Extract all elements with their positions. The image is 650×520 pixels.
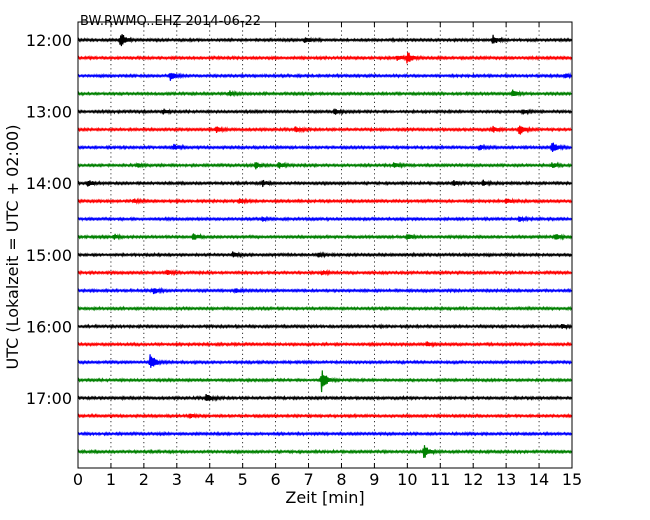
x-tick-label: 13 — [496, 470, 516, 489]
trace-1330 — [77, 142, 573, 153]
x-axis-label: Zeit [min] — [285, 488, 364, 507]
x-tick-label: 1 — [106, 470, 116, 489]
trace-1615 — [77, 341, 573, 349]
trace-1530 — [77, 286, 573, 295]
y-tick-label: 15:00 — [26, 246, 72, 265]
trace-1645 — [77, 370, 573, 393]
chart-title: BW.RWMO..EHZ 2014-06-22 — [80, 14, 261, 29]
x-tick-label: 15 — [562, 470, 582, 489]
trace-1315 — [77, 125, 572, 135]
trace-1700 — [77, 394, 573, 402]
x-tick-label: 8 — [336, 470, 346, 489]
trace-1245 — [77, 89, 572, 98]
x-tick-label: 14 — [529, 470, 549, 489]
trace-1230 — [77, 72, 573, 81]
x-tick-label: 0 — [73, 470, 83, 489]
y-tick-label: 12:00 — [26, 31, 72, 50]
trace-1415 — [77, 197, 573, 205]
trace-1200 — [77, 34, 573, 47]
trace-1430 — [77, 215, 573, 223]
y-tick-label: 13:00 — [26, 103, 72, 122]
x-tick-label: 12 — [463, 470, 483, 489]
trace-1345 — [77, 161, 573, 170]
plot-frame — [77, 21, 573, 469]
trace-1545 — [77, 305, 573, 312]
trace-1300 — [77, 108, 573, 116]
grid-lines — [110, 22, 540, 468]
trace-1500 — [77, 251, 573, 259]
trace-1745 — [77, 445, 573, 459]
x-tick-label: 9 — [369, 470, 379, 489]
x-tick-label: 6 — [271, 470, 281, 489]
x-tick-label: 3 — [172, 470, 182, 489]
trace-1730 — [77, 430, 573, 437]
x-tick-label: 4 — [205, 470, 215, 489]
y-tick-label: 16:00 — [26, 317, 72, 336]
x-tick-label: 10 — [397, 470, 417, 489]
seismic-traces — [77, 34, 573, 459]
trace-1515 — [77, 268, 573, 277]
trace-1715 — [77, 412, 573, 419]
x-tick-label: 2 — [139, 470, 149, 489]
y-tick-label: 17:00 — [26, 389, 72, 408]
y-tick-label: 14:00 — [26, 174, 72, 193]
trace-1600 — [77, 323, 573, 331]
trace-1215 — [77, 52, 573, 64]
x-tick-label: 5 — [238, 470, 248, 489]
trace-1400 — [77, 179, 573, 188]
x-tick-label: 11 — [430, 470, 450, 489]
trace-1630 — [77, 354, 573, 368]
trace-1445 — [77, 232, 573, 241]
y-axis-label: UTC (Lokalzeit = UTC + 02:00) — [3, 125, 22, 370]
x-tick-label: 7 — [303, 470, 313, 489]
axis-ticks: 0 1 2 3 4 5 6 7 8 9 10 11 12 13 14 1512:0013:0014:0015:… — [26, 22, 582, 489]
